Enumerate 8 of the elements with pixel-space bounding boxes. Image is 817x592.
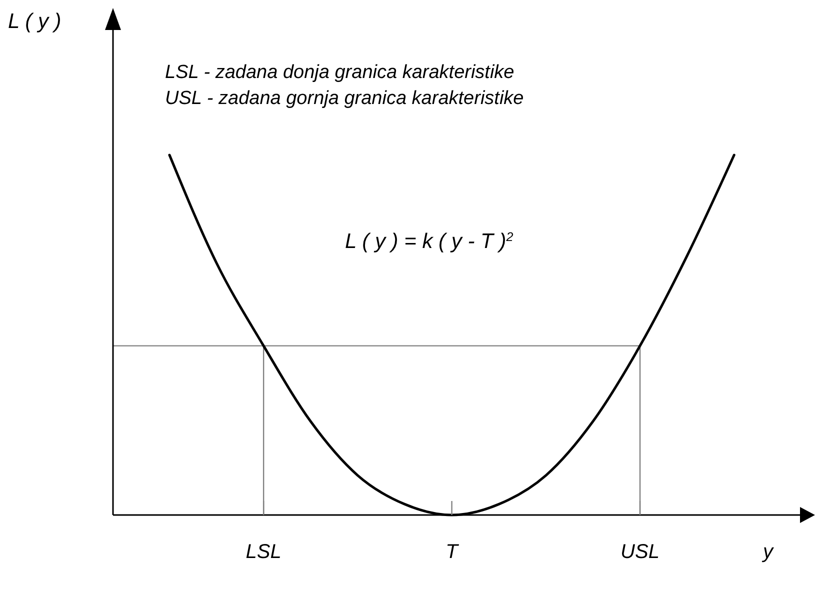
x-tick-label: T [446,541,460,563]
annotation: L ( y ) = k ( y - T )$^{2}$ [345,230,514,253]
text: L ( y ) [8,10,62,33]
x-axis-title: y [761,541,774,563]
text: USL - zadana gornja granica karakteristike [165,88,524,109]
x-tick-label: USL [620,541,660,563]
text: LSL - zadana donja granica karakteristike [165,62,514,83]
x-tick-label: LSL [246,541,282,563]
